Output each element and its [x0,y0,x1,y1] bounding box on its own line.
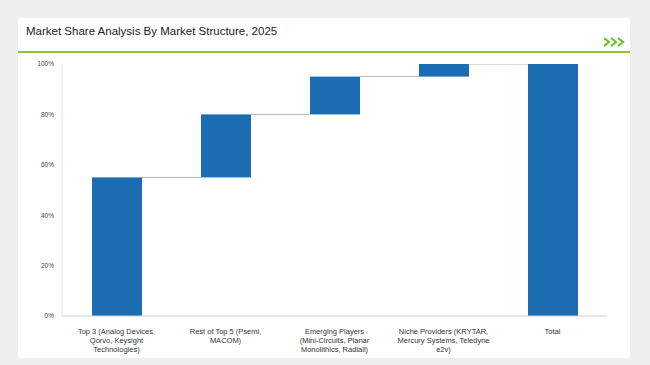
html-text:Market Share Analysis By Marke: Market Share Analysis By Market Structur… [26,25,278,37]
svg-text:80%: 80% [41,111,54,118]
svg-text:Emerging Players(Mini-Circuits: Emerging Players(Mini-Circuits, PlanarMo… [300,327,370,354]
svg-text:Niche Providers (KRYTAR,Mercur: Niche Providers (KRYTAR,Mercury Systems,… [398,327,490,354]
svg-text:Top 3 (Analog Devices,Qorvo, K: Top 3 (Analog Devices,Qorvo, KeysightTec… [78,327,155,354]
svg-text:0%: 0% [45,312,55,319]
svg-text:40%: 40% [41,212,54,219]
svg-text:Rest of Top 5 (Psemi,MACOM): Rest of Top 5 (Psemi,MACOM) [190,327,262,345]
svg-text:Total: Total [545,327,561,336]
svg-text:60%: 60% [41,161,54,168]
svg-text:20%: 20% [41,262,54,269]
svg-text:100%: 100% [37,60,54,67]
